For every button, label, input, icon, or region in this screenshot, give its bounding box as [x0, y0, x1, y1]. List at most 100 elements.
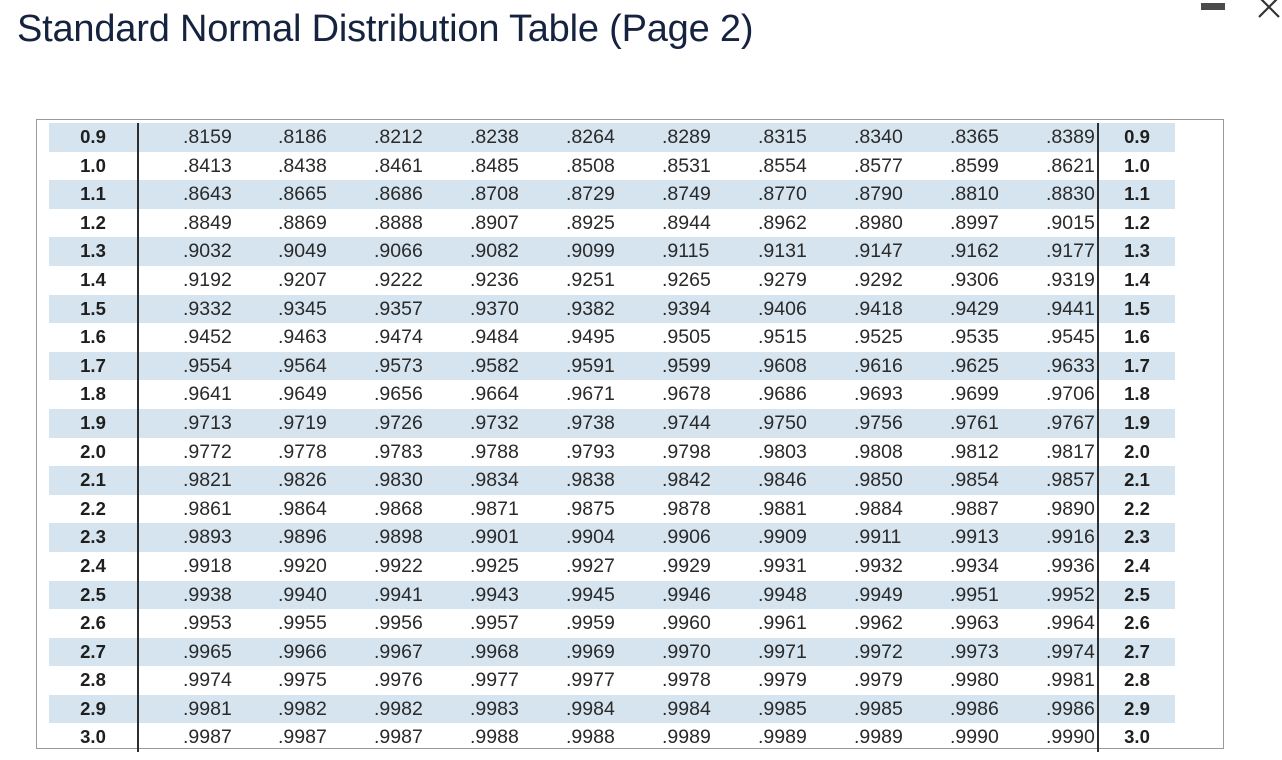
probability-cell: .9932	[854, 554, 903, 577]
probability-cell: .9987	[374, 726, 423, 749]
probability-cell: .9162	[906, 237, 1002, 266]
probability-cell: .9838	[522, 466, 618, 495]
probability-cell: .9641	[183, 383, 232, 406]
probability-cell: .9972	[810, 637, 906, 667]
probability-cell: .9726	[330, 408, 426, 438]
z-label-left: 0.9	[49, 123, 139, 152]
probability-cell: .9983	[426, 694, 522, 724]
probability-cell: .9931	[758, 554, 807, 577]
z-label-right: 1.2	[1097, 208, 1175, 238]
probability-cell: .9985	[810, 694, 906, 724]
probability-cell: .9808	[854, 440, 903, 463]
z-label-right: 2.7	[1097, 637, 1175, 667]
probability-cell: .9952	[1002, 580, 1098, 610]
probability-cell: .9988	[566, 726, 615, 749]
probability-cell: .8212	[330, 123, 426, 152]
probability-cell: .9656	[374, 383, 423, 406]
table-row: 1.0 .8413 .8438 .8461 .8485 .8508 .8531 .8554 .8…	[49, 151, 1175, 181]
probability-cell: .9878	[662, 497, 711, 520]
probability-cell: .9929	[662, 554, 711, 577]
probability-cell: .9732	[426, 408, 522, 438]
probability-cell: .9989	[758, 726, 807, 749]
probability-cell: .9767	[1002, 408, 1098, 438]
probability-cell: .9967	[330, 637, 426, 667]
z-label-left: 1.2	[49, 208, 139, 238]
probability-cell: .9525	[854, 326, 903, 349]
probability-cell: .9591	[522, 351, 618, 381]
probability-cell: .9857	[1002, 466, 1098, 495]
probability-cell: .9649	[278, 383, 327, 406]
probability-cell: .8159	[138, 123, 234, 152]
table-row: 2.8 .9974 .9975 .9976 .9977 .9977 .9978 .9979 .9…	[49, 666, 1175, 695]
probability-cell: .9699	[950, 383, 999, 406]
probability-cell: .9990	[950, 726, 999, 749]
z-label-left: 2.1	[49, 466, 139, 495]
probability-cell: .9964	[1046, 612, 1095, 635]
probability-cell: .9896	[234, 523, 330, 552]
probability-cell: .9984	[618, 694, 714, 724]
z-table-frame: 0.9.8159.8186.8212.8238.8264.8289.8315.8…	[36, 119, 1224, 753]
probability-cell: .9738	[522, 408, 618, 438]
minimize-icon[interactable]	[1201, 3, 1225, 10]
probability-cell: .9719	[234, 408, 330, 438]
probability-cell: .8186	[234, 123, 330, 152]
table-row: 1.6 .9452 .9463 .9474 .9484 .9495 .9505 .9515 .9…	[49, 323, 1175, 352]
probability-cell: .9936	[1046, 554, 1095, 577]
probability-cell: .9032	[138, 237, 234, 266]
z-label-left: 2.4	[49, 551, 139, 581]
z-label-left: 1.0	[49, 151, 139, 181]
probability-cell: .9988	[470, 726, 519, 749]
probability-cell: .9817	[1046, 440, 1095, 463]
probability-cell: .9975	[278, 669, 327, 692]
z-label-right: 2.8	[1097, 666, 1175, 695]
probability-cell: .9962	[854, 612, 903, 635]
probability-cell: .8554	[758, 154, 807, 177]
close-icon[interactable]	[1253, 0, 1282, 23]
probability-cell: .9989	[854, 726, 903, 749]
probability-cell: .9901	[426, 523, 522, 552]
z-label-left: 2.2	[49, 494, 139, 524]
probability-cell: .8944	[662, 211, 711, 234]
probability-cell: .8888	[374, 211, 423, 234]
probability-cell: .8790	[810, 180, 906, 209]
table-row: 1.2 .8849 .8869 .8888 .8907 .8925 .8944 .8962 .8…	[49, 208, 1175, 238]
probability-cell: .9920	[278, 554, 327, 577]
probability-cell: .9049	[234, 237, 330, 266]
probability-cell: .9693	[854, 383, 903, 406]
probability-cell: .9115	[618, 237, 714, 266]
probability-cell: .9474	[374, 326, 423, 349]
probability-cell: .9599	[618, 351, 714, 381]
probability-cell: .9881	[758, 497, 807, 520]
probability-cell: .8508	[566, 154, 615, 177]
probability-cell: .9251	[566, 268, 615, 291]
probability-cell: .9980	[950, 669, 999, 692]
z-label-left: 2.3	[49, 523, 139, 552]
probability-cell: .9671	[566, 383, 615, 406]
probability-cell: .8849	[183, 211, 232, 234]
probability-cell: .9706	[1046, 383, 1095, 406]
probability-cell: .9406	[714, 294, 810, 324]
z-label-right: 2.2	[1097, 494, 1175, 524]
z-label-right: 1.9	[1097, 408, 1175, 438]
probability-cell: .9463	[278, 326, 327, 349]
table-row: 2.5.9938.9940.9941.9943.9945.9946.9948.9…	[49, 580, 1175, 610]
z-label-left: 2.7	[49, 637, 139, 667]
probability-cell: .9934	[950, 554, 999, 577]
probability-cell: .9793	[566, 440, 615, 463]
probability-cell: .9906	[618, 523, 714, 552]
probability-cell: .9452	[183, 326, 232, 349]
probability-cell: .8485	[470, 154, 519, 177]
probability-cell: .9861	[183, 497, 232, 520]
probability-cell: .9761	[906, 408, 1002, 438]
probability-cell: .9788	[470, 440, 519, 463]
probability-cell: .9236	[470, 268, 519, 291]
probability-cell: .8531	[662, 154, 711, 177]
probability-cell: .9973	[906, 637, 1002, 667]
probability-cell: .9974	[1002, 637, 1098, 667]
probability-cell: .9750	[714, 408, 810, 438]
probability-cell: .9945	[522, 580, 618, 610]
probability-cell: .9890	[1046, 497, 1095, 520]
probability-cell: .8315	[714, 123, 810, 152]
probability-cell: .8289	[618, 123, 714, 152]
z-label-right: 3.0	[1097, 723, 1175, 753]
